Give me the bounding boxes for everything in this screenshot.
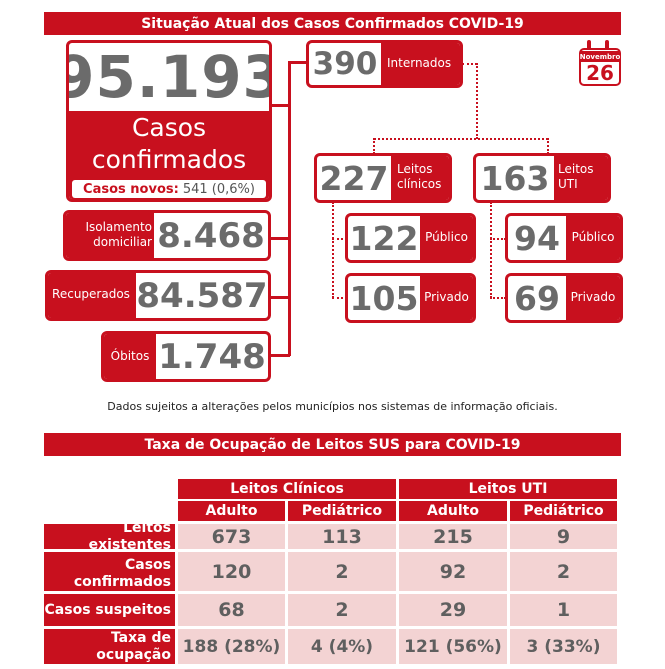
table-group-icu: Leitos UTI	[399, 479, 617, 499]
table-cell: 2	[510, 552, 617, 591]
hospitalized-label: Internados	[387, 56, 452, 70]
calendar-icon: Novembro 26	[577, 40, 623, 86]
clinical-private-value: 105	[349, 278, 419, 318]
connector-dotted	[462, 63, 477, 65]
table-cell: 120	[178, 552, 285, 591]
deaths-value: 1.748	[158, 336, 266, 377]
confirmed-label-line2: confirmados	[91, 145, 247, 174]
table-cell: 29	[399, 594, 507, 626]
clinical-public-card: 122 Público	[345, 213, 476, 263]
recovered-value: 84.587	[136, 275, 268, 316]
table-subheader-adult: Adulto	[178, 501, 285, 521]
confirmed-cases-card: 95.193 Casos confirmados Casos novos: 54…	[66, 40, 272, 202]
icu-private-value: 69	[514, 278, 560, 318]
connector-line	[270, 296, 290, 299]
table-cell: 2	[288, 594, 396, 626]
table-cell: 9	[510, 524, 617, 549]
disclaimer-text: Dados sujeitos a alterações pelos municí…	[107, 400, 558, 413]
clinical-private-card: 105 Privado	[345, 273, 476, 323]
clinical-beds-label-line1: Leitos	[397, 162, 433, 176]
row-label-line1: Casos	[124, 557, 171, 574]
header-title: Situação Atual dos Casos Confirmados COV…	[141, 15, 524, 32]
calendar-month: Novembro	[579, 51, 621, 62]
connector-line	[271, 104, 289, 107]
table-row-header: Taxa de ocupação	[44, 629, 175, 664]
row-label-line2: confirmados	[73, 574, 171, 591]
icu-public-card: 94 Público	[505, 213, 623, 263]
connector-dotted	[547, 138, 549, 154]
connector-dotted	[490, 238, 506, 240]
icu-beds-card: 163 Leitos UTI	[473, 153, 611, 203]
table-cell: 2	[288, 552, 396, 591]
table-cell: 3 (33%)	[510, 629, 617, 664]
connector-dotted	[332, 297, 347, 299]
table-cell: 215	[399, 524, 507, 549]
table-row-header: Casos suspeitos	[44, 594, 175, 626]
table-row-header: Casos confirmados	[44, 552, 175, 591]
new-cases-label: Casos novos:	[83, 181, 179, 197]
table-cell: 113	[288, 524, 396, 549]
connector-dotted	[332, 202, 334, 298]
icu-beds-label-line1: Leitos	[558, 162, 594, 176]
connector-line	[288, 61, 291, 356]
deaths-label: Óbitos	[110, 349, 150, 363]
connector-dotted	[490, 202, 492, 298]
confirmed-label-line1: Casos	[131, 113, 207, 142]
table-row-header: Leitos existentes	[44, 520, 175, 553]
table-subheader-pediatric: Pediátrico	[288, 501, 396, 521]
icu-public-value: 94	[514, 218, 560, 258]
icu-public-label: Público	[571, 230, 615, 244]
table-subheader-pediatric: Pediátrico	[510, 501, 617, 521]
recovered-card: Recuperados 84.587	[45, 270, 271, 321]
connector-line	[288, 61, 306, 64]
connector-dotted	[374, 138, 548, 140]
clinical-private-label: Privado	[424, 290, 469, 304]
table-cell: 68	[178, 594, 285, 626]
icu-beds-label-line2: UTI	[558, 177, 578, 191]
isolation-label-line2: domiciliar	[93, 235, 152, 249]
clinical-public-value: 122	[349, 218, 419, 258]
icu-private-label: Privado	[570, 290, 616, 304]
deaths-card: Óbitos 1.748	[101, 331, 271, 382]
hospitalized-card: 390 Internados	[306, 40, 463, 88]
table-title-bar: Taxa de Ocupação de Leitos SUS para COVI…	[44, 433, 621, 456]
connector-line	[270, 237, 290, 240]
table-cell: 673	[178, 524, 285, 549]
clinical-beds-value: 227	[319, 158, 389, 198]
isolation-value: 8.468	[157, 215, 265, 256]
connector-dotted	[490, 297, 506, 299]
icu-beds-value: 163	[480, 158, 550, 198]
connector-dotted	[332, 238, 347, 240]
table-subheader-adult: Adulto	[399, 501, 507, 521]
new-cases-value: 541 (0,6%)	[182, 181, 255, 197]
clinical-public-label: Público	[425, 230, 468, 244]
hospitalized-value: 390	[312, 46, 378, 82]
connector-dotted	[373, 138, 375, 154]
table-cell: 4 (4%)	[288, 629, 396, 664]
calendar-day: 26	[586, 61, 614, 85]
table-cell: 1	[510, 594, 617, 626]
row-label: Casos suspeitos	[44, 601, 171, 618]
icu-private-card: 69 Privado	[505, 273, 623, 323]
recovered-label: Recuperados	[52, 287, 130, 301]
clinical-beds-label-line2: clínicos	[397, 177, 442, 191]
isolation-card: Isolamento domiciliar 8.468	[63, 210, 271, 261]
table-cell: 92	[399, 552, 507, 591]
table-title: Taxa de Ocupação de Leitos SUS para COVI…	[144, 436, 521, 453]
table-group-clinical: Leitos Clínicos	[178, 479, 396, 499]
confirmed-total: 95.193	[69, 43, 272, 111]
table-cell: 121 (56%)	[399, 629, 507, 664]
row-label: Taxa de ocupação	[96, 629, 171, 663]
clinical-beds-card: 227 Leitos clínicos	[314, 153, 452, 203]
connector-dotted	[476, 63, 478, 139]
table-cell: 188 (28%)	[178, 629, 285, 664]
row-label: Leitos existentes	[88, 519, 171, 553]
connector-line	[270, 354, 290, 357]
isolation-label-line1: Isolamento	[85, 220, 152, 234]
header-bar: Situação Atual dos Casos Confirmados COV…	[44, 12, 621, 35]
new-cases-row: Casos novos: 541 (0,6%)	[72, 180, 266, 198]
